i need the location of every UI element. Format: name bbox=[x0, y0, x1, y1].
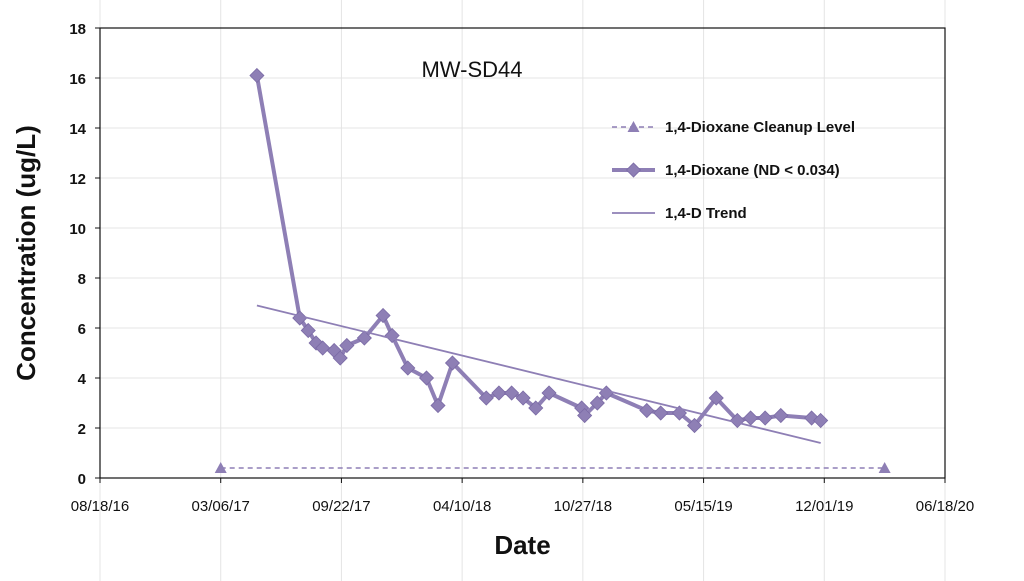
x-axis: 08/18/16 03/06/17 09/22/17 04/10/18 10/27/18… bbox=[71, 478, 974, 515]
x-tick-label: 12/01/19 bbox=[795, 498, 853, 515]
dioxane-data-point bbox=[504, 385, 520, 401]
dioxane-data-point bbox=[308, 335, 324, 351]
x-tick-label: 03/06/17 bbox=[192, 498, 250, 515]
dioxane-data-point bbox=[315, 340, 331, 356]
dioxane-data-point bbox=[804, 410, 820, 426]
dioxane-data-point bbox=[757, 410, 773, 426]
y-tick-label: 2 bbox=[78, 421, 86, 438]
grid bbox=[99, 0, 946, 581]
x-tick-label: 06/18/20 bbox=[916, 498, 974, 515]
y-axis: 0 2 4 6 8 10 12 14 16 18 bbox=[69, 21, 100, 488]
dioxane-data-point bbox=[356, 330, 372, 346]
cleanup-level-marker bbox=[878, 462, 891, 473]
dioxane-data-point bbox=[589, 395, 605, 411]
legend-label: 1,4-Dioxane (ND < 0.034) bbox=[665, 162, 840, 179]
dioxane-data-point bbox=[339, 337, 355, 354]
dioxane-data-point bbox=[249, 67, 265, 84]
y-tick-label: 8 bbox=[78, 271, 86, 288]
dioxane-data-point bbox=[813, 412, 829, 429]
y-tick-label: 10 bbox=[69, 221, 86, 238]
dioxane-data-point bbox=[708, 390, 724, 406]
dioxane-data-point bbox=[375, 307, 391, 324]
y-tick-label: 12 bbox=[69, 171, 86, 188]
y-tick-label: 14 bbox=[69, 121, 86, 138]
dioxane-data-point bbox=[300, 322, 316, 339]
series-0 bbox=[214, 462, 891, 473]
chart-title: MW-SD44 bbox=[421, 57, 522, 82]
dioxane-data-point bbox=[491, 385, 507, 401]
y-tick-label: 16 bbox=[69, 71, 86, 88]
y-tick-label: 18 bbox=[69, 21, 86, 38]
legend-label: 1,4-D Trend bbox=[665, 205, 747, 222]
x-tick-label: 09/22/17 bbox=[312, 498, 370, 515]
legend-item: 1,4-Dioxane (ND < 0.034) bbox=[612, 162, 840, 179]
dioxane-data-point bbox=[332, 350, 348, 366]
dioxane-data-point bbox=[686, 417, 703, 434]
x-tick-label: 08/18/16 bbox=[71, 498, 129, 515]
dioxane-data-point bbox=[577, 407, 593, 424]
dioxane-data-point bbox=[743, 410, 759, 426]
dioxane-data-point bbox=[384, 327, 400, 344]
legend-marker-diamond bbox=[625, 162, 642, 178]
dioxane-data-point bbox=[671, 405, 687, 421]
legend-item: 1,4-D Trend bbox=[612, 205, 747, 222]
legend-marker-triangle bbox=[627, 121, 640, 132]
dioxane-data-point bbox=[418, 370, 435, 386]
dioxane-data-point bbox=[653, 405, 669, 421]
x-axis-title: Date bbox=[494, 530, 550, 560]
dioxane-data-point bbox=[541, 385, 557, 401]
x-tick-label: 10/27/18 bbox=[554, 498, 612, 515]
dioxane-data-point bbox=[528, 400, 544, 416]
legend: 1,4-Dioxane Cleanup Level 1,4-Dioxane (ND… bbox=[612, 119, 855, 222]
dioxane-data-point bbox=[773, 407, 789, 424]
y-tick-label: 4 bbox=[78, 371, 87, 388]
legend-label: 1,4-Dioxane Cleanup Level bbox=[665, 119, 855, 136]
dioxane-data-point bbox=[598, 385, 614, 401]
series-1 bbox=[249, 67, 829, 434]
cleanup-level-marker bbox=[214, 462, 227, 473]
series-2 bbox=[256, 304, 821, 444]
trend-line bbox=[256, 304, 821, 444]
dioxane-data-point bbox=[515, 390, 531, 406]
x-tick-label: 04/10/18 bbox=[433, 498, 491, 515]
y-tick-label: 0 bbox=[78, 471, 86, 488]
x-tick-label: 05/15/19 bbox=[674, 498, 732, 515]
plot-area-frame bbox=[99, 27, 946, 479]
legend-item: 1,4-Dioxane Cleanup Level bbox=[612, 119, 855, 136]
y-tick-label: 6 bbox=[78, 321, 86, 338]
dioxane-data-point bbox=[400, 360, 416, 376]
dioxane-data-point bbox=[639, 402, 655, 419]
dioxane-data-point bbox=[478, 390, 494, 406]
dioxane-data-point bbox=[430, 397, 446, 414]
dioxane-data-point bbox=[444, 355, 461, 371]
series-layer bbox=[214, 67, 891, 473]
y-axis-title: Concentration (ug/L) bbox=[11, 125, 41, 381]
